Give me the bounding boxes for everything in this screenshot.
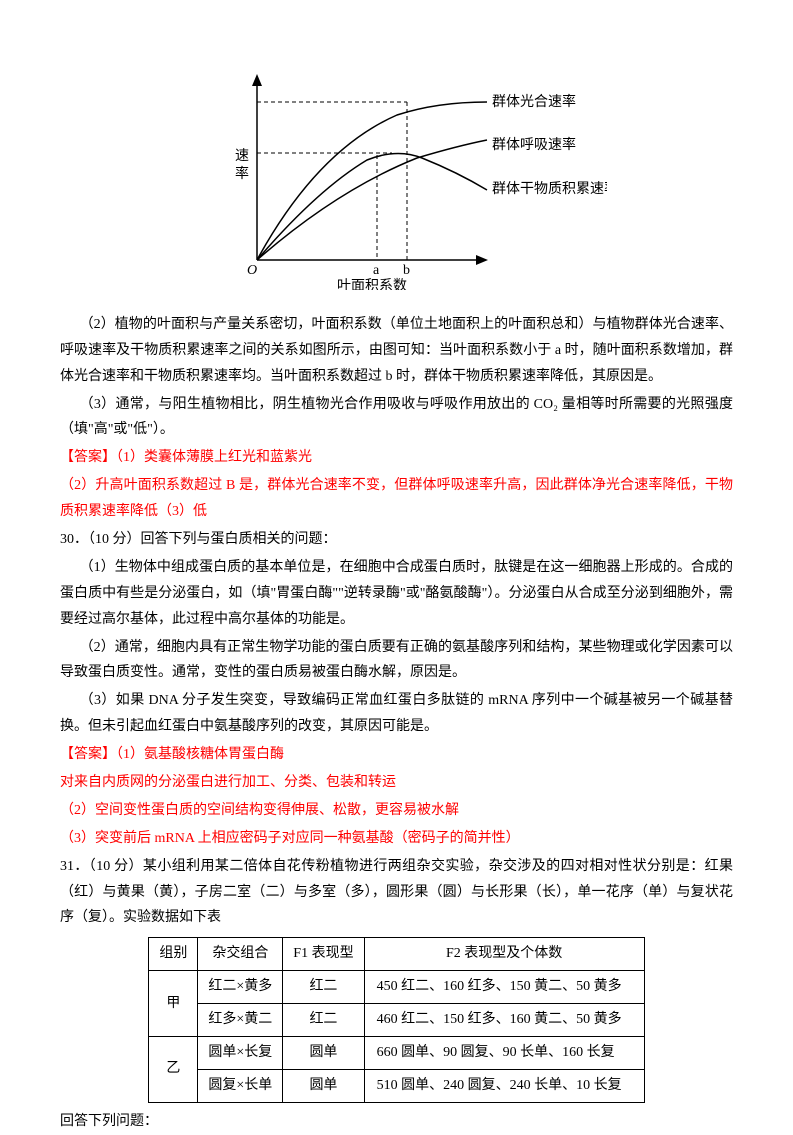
cell: 圆单 bbox=[283, 1069, 364, 1102]
th-f2: F2 表现型及个体数 bbox=[364, 938, 644, 971]
q29-part2: （2）植物的叶面积与产量关系密切，叶面积系数（单位土地面积上的叶面积总和）与植物… bbox=[60, 312, 733, 390]
rate-vs-leaf-area-chart: O 速 率 a b 叶面积系数 群体光合速率 群体呼吸速率 群体干物质积累速率 bbox=[187, 60, 607, 290]
table-row: 红多×黄二 红二 460 红二、150 红多、160 黄二、50 黄多 bbox=[149, 1004, 644, 1037]
cell: 510 圆单、240 圆复、240 长单、10 长复 bbox=[364, 1069, 644, 1102]
q29-ans1-text: （1）类囊体薄膜上红光和蓝紫光 bbox=[116, 450, 312, 465]
q29-answer-1: 【答案】（1）类囊体薄膜上红光和蓝紫光 bbox=[60, 445, 733, 471]
q30-answer-1: 【答案】（1）氨基酸核糖体胃蛋白酶 bbox=[60, 742, 733, 768]
answer-label: 【答案】 bbox=[60, 747, 116, 762]
q29-answer-2: （2）升高叶面积系数超过 B 是，群体光合速率不变，但群体呼吸速率升高，因此群体… bbox=[60, 473, 733, 525]
cell: 圆复×长单 bbox=[198, 1069, 283, 1102]
cell: 红多×黄二 bbox=[198, 1004, 283, 1037]
y-axis-label: 速 bbox=[235, 148, 249, 164]
curve2-label: 群体呼吸速率 bbox=[492, 136, 576, 153]
y-axis-label-2: 率 bbox=[235, 165, 249, 182]
cell: 红二 bbox=[283, 971, 364, 1004]
th-f1: F1 表现型 bbox=[283, 938, 364, 971]
cell: 660 圆单、90 圆复、90 长单、160 长复 bbox=[364, 1037, 644, 1070]
cell: 红二×黄多 bbox=[198, 971, 283, 1004]
table-row: 圆复×长单 圆单 510 圆单、240 圆复、240 长单、10 长复 bbox=[149, 1069, 644, 1102]
cell: 圆单 bbox=[283, 1037, 364, 1070]
q30-part1: （1）生物体中组成蛋白质的基本单位是，在细胞中合成蛋白质时，肽键是在这一细胞器上… bbox=[60, 555, 733, 633]
cell-group-yi: 乙 bbox=[149, 1037, 198, 1103]
q31-head: 31．（10 分）某小组利用某二倍体自花传粉植物进行两组杂交实验，杂交涉及的四对… bbox=[60, 854, 733, 932]
x-axis-label: 叶面积系数 bbox=[337, 278, 407, 290]
table-header-row: 组别 杂交组合 F1 表现型 F2 表现型及个体数 bbox=[149, 938, 644, 971]
cell: 红二 bbox=[283, 1004, 364, 1037]
curve1-label: 群体光合速率 bbox=[492, 93, 576, 110]
q30-ans1-text: （1）氨基酸核糖体胃蛋白酶 bbox=[116, 747, 284, 762]
origin-label: O bbox=[247, 263, 257, 278]
cell-group-jia: 甲 bbox=[149, 971, 198, 1037]
table-row: 乙 圆单×长复 圆单 660 圆单、90 圆复、90 长单、160 长复 bbox=[149, 1037, 644, 1070]
q30-head: 30．（10 分）回答下列与蛋白质相关的问题： bbox=[60, 527, 733, 553]
answer-label: 【答案】 bbox=[60, 450, 116, 465]
q30-answer-1b: 对来自内质网的分泌蛋白进行加工、分类、包装和转运 bbox=[60, 770, 733, 796]
q30-part3: （3）如果 DNA 分子发生突变，导致编码正常血红蛋白多肽链的 mRNA 序列中… bbox=[60, 688, 733, 740]
q30-answer-3: （3）突变前后 mRNA 上相应密码子对应同一种氨基酸（密码子的简并性） bbox=[60, 826, 733, 852]
q30-answer-2: （2）空间变性蛋白质的空间结构变得伸展、松散，更容易被水解 bbox=[60, 798, 733, 824]
q31-table: 组别 杂交组合 F1 表现型 F2 表现型及个体数 甲 红二×黄多 红二 450… bbox=[148, 937, 644, 1102]
cell: 圆单×长复 bbox=[198, 1037, 283, 1070]
tick-b: b bbox=[403, 263, 410, 278]
cell: 460 红二、150 红多、160 黄二、50 黄多 bbox=[364, 1004, 644, 1037]
th-cross: 杂交组合 bbox=[198, 938, 283, 971]
q30-part2: （2）通常，细胞内具有正常生物学功能的蛋白质要有正确的氨基酸序列和结构，某些物理… bbox=[60, 635, 733, 687]
cell: 450 红二、160 红多、150 黄二、50 黄多 bbox=[364, 971, 644, 1004]
table-row: 甲 红二×黄多 红二 450 红二、160 红多、150 黄二、50 黄多 bbox=[149, 971, 644, 1004]
curve3-label: 群体干物质积累速率 bbox=[492, 180, 607, 197]
chart-figure: O 速 率 a b 叶面积系数 群体光合速率 群体呼吸速率 群体干物质积累速率 bbox=[60, 60, 733, 300]
tick-a: a bbox=[373, 263, 380, 278]
q29-part3: （3）通常，与阳生植物相比，阴生植物光合作用吸收与呼吸作用放出的 CO₂ 量相等… bbox=[60, 392, 733, 444]
th-group: 组别 bbox=[149, 938, 198, 971]
